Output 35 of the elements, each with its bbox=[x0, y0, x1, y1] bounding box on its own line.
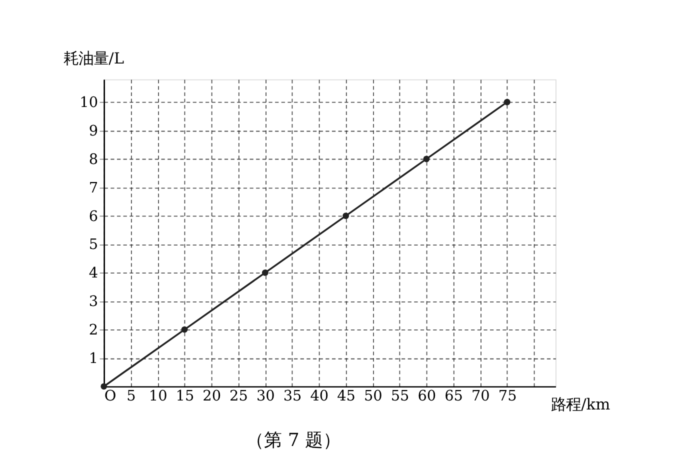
point bbox=[423, 156, 430, 162]
y-tick-label: 9 bbox=[88, 123, 98, 140]
x-tick-label: 25 bbox=[230, 388, 248, 404]
x-tick-label: 15 bbox=[176, 388, 194, 404]
x-tick-label: 35 bbox=[283, 388, 302, 404]
x-tick-label: 5 bbox=[126, 388, 136, 404]
point bbox=[100, 383, 108, 390]
y-tick-label: 1 bbox=[88, 350, 98, 367]
x-tick-label: 20 bbox=[202, 388, 222, 404]
y-tick-label: 8 bbox=[88, 152, 98, 168]
x-tick-label: 65 bbox=[444, 388, 463, 404]
point bbox=[262, 269, 268, 276]
y-tick-label: 2 bbox=[88, 322, 98, 339]
y-tick-label: 7 bbox=[88, 180, 98, 196]
y-tick-label: 4 bbox=[88, 266, 98, 282]
y-tick-label: 10 bbox=[80, 95, 98, 112]
y-tick-label: 6 bbox=[88, 208, 98, 225]
x-tick-label: 40 bbox=[310, 388, 329, 404]
x-tick-label: 30 bbox=[256, 388, 275, 404]
point bbox=[342, 212, 350, 219]
x-tick-label: 60 bbox=[418, 388, 436, 404]
point bbox=[504, 98, 510, 106]
x-tick-label: 50 bbox=[364, 388, 382, 404]
y-axis-title: 耗油量/L bbox=[64, 50, 124, 68]
x-tick-label: 75 bbox=[498, 388, 517, 404]
x-tick-label: 55 bbox=[390, 388, 410, 404]
x-tick-label: 70 bbox=[472, 388, 490, 404]
x-tick-label: O bbox=[104, 388, 116, 404]
x-axis-title: 路程/km bbox=[551, 395, 611, 414]
text: （第 7 题） bbox=[246, 430, 342, 452]
x-tick-label: 10 bbox=[148, 388, 168, 404]
point bbox=[181, 326, 188, 333]
y-tick-label: 3 bbox=[88, 294, 98, 310]
y-tick-label: 5 bbox=[88, 237, 98, 254]
x-tick-label: 45 bbox=[337, 388, 356, 404]
